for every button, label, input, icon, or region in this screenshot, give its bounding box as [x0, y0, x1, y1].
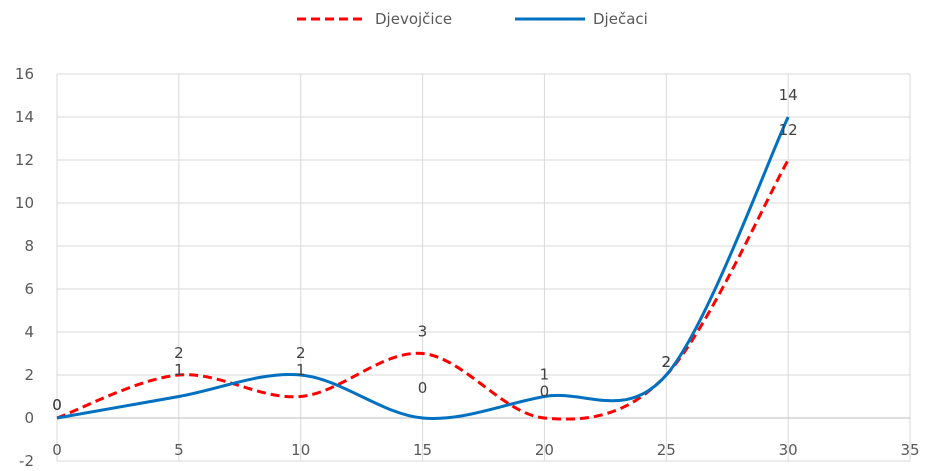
data-label-djevojcice: 0	[540, 383, 550, 401]
data-label-djevojcice: 0	[52, 396, 62, 414]
data-label-djevojcice: 1	[296, 361, 306, 379]
data-label-djecaci: 1	[174, 361, 184, 379]
x-tick-label: 5	[174, 441, 184, 459]
x-tick-label: 35	[900, 441, 919, 459]
x-tick-label: 15	[413, 441, 432, 459]
data-label-djevojcice: 2	[662, 353, 672, 371]
y-tick-label: 14	[15, 108, 34, 126]
y-tick-label: 8	[24, 237, 34, 255]
x-tick-label: 20	[535, 441, 554, 459]
data-label-djevojcice: 2	[174, 344, 184, 362]
legend-item-djevojcice: Djevojčice	[297, 10, 452, 28]
x-tick-label: 25	[657, 441, 676, 459]
grid	[56, 73, 911, 462]
series-line-djecaci	[56, 116, 790, 420]
y-tick-label: 12	[15, 151, 34, 169]
data-label-djevojcice: 3	[418, 323, 428, 341]
legend-label-djevojcice: Djevojčice	[375, 10, 452, 28]
y-tick-label: 4	[24, 323, 34, 341]
data-label-djecaci: 0	[52, 396, 62, 414]
data-label-djevojcice: 12	[779, 121, 798, 139]
data-label-djecaci: 1	[540, 366, 550, 384]
data-label-djecaci: 2	[296, 344, 306, 362]
x-tick-label: 30	[779, 441, 798, 459]
legend-item-djecaci: Dječaci	[515, 10, 648, 28]
y-tick-label: 16	[15, 65, 34, 83]
data-label-djecaci: 0	[418, 379, 428, 397]
legend-label-djecaci: Dječaci	[593, 10, 648, 28]
y-tick-label: 6	[24, 280, 34, 298]
series-lines	[56, 116, 790, 421]
x-tick-label: 10	[291, 441, 310, 459]
y-tick-label: 10	[15, 194, 34, 212]
data-label-djecaci: 2	[662, 353, 672, 371]
legend: Djevojčice Dječaci	[297, 10, 648, 28]
y-tick-label: 2	[24, 366, 34, 384]
y-tick-label: -2	[19, 452, 34, 470]
x-tick-label: 0	[52, 441, 62, 459]
y-tick-label: 0	[24, 409, 34, 427]
data-label-djecaci: 14	[779, 86, 798, 104]
